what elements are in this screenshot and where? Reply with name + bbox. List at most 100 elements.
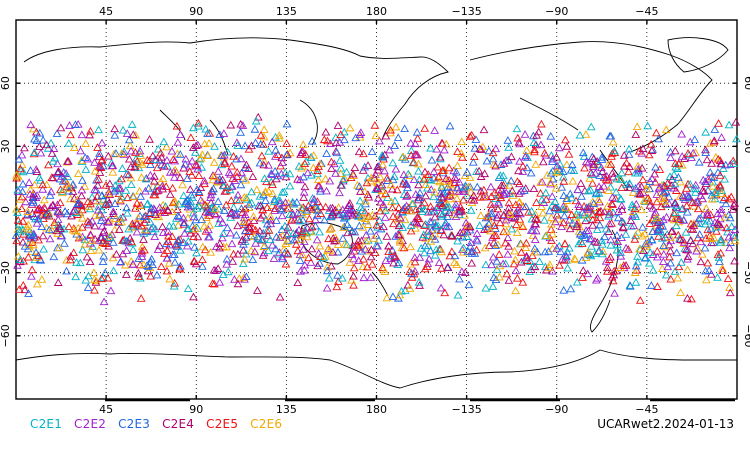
observation-triangle-marker xyxy=(515,179,524,188)
observation-triangle-marker xyxy=(399,243,409,252)
observation-triangle-marker xyxy=(208,175,218,184)
observation-triangle-marker xyxy=(514,208,524,216)
observation-triangle-marker xyxy=(371,241,381,249)
observation-triangle-marker xyxy=(38,135,48,144)
observation-triangle-marker xyxy=(163,205,173,214)
observation-triangle-marker xyxy=(518,161,528,170)
observation-triangle-marker xyxy=(244,223,254,232)
observation-triangle-marker xyxy=(281,198,290,206)
observation-triangle-marker xyxy=(484,219,494,228)
observation-triangle-marker xyxy=(340,174,350,182)
observation-triangle-marker xyxy=(526,168,536,177)
bottom-longitude-label: 90 xyxy=(189,403,203,416)
observation-triangle-marker xyxy=(27,271,36,280)
observation-triangle-marker xyxy=(41,209,51,218)
observation-triangle-marker xyxy=(37,275,47,283)
observation-triangle-marker xyxy=(105,190,115,199)
observation-triangle-marker xyxy=(53,167,63,176)
observation-triangle-marker xyxy=(635,188,645,197)
observation-triangle-marker xyxy=(665,240,674,249)
observation-triangle-marker xyxy=(97,221,107,230)
observation-triangle-marker xyxy=(182,174,192,182)
observation-triangle-marker xyxy=(146,208,155,216)
observation-triangle-marker xyxy=(656,227,665,235)
observation-triangle-marker xyxy=(349,254,358,263)
observation-triangle-marker xyxy=(437,226,446,234)
observation-triangle-marker xyxy=(495,171,505,179)
observation-triangle-marker xyxy=(530,147,539,156)
observation-triangle-marker xyxy=(359,273,369,282)
observation-triangle-marker xyxy=(203,208,213,216)
observation-triangle-marker xyxy=(658,233,667,242)
observation-triangle-marker xyxy=(415,175,424,184)
left-latitude-label: −30 xyxy=(0,261,12,284)
observation-triangle-marker xyxy=(267,201,277,209)
observation-triangle-marker xyxy=(179,219,189,228)
observation-triangle-marker xyxy=(187,170,197,179)
observation-triangle-marker xyxy=(385,145,394,154)
observation-triangle-marker xyxy=(546,220,556,228)
observation-triangle-marker xyxy=(716,248,726,257)
observation-triangle-marker xyxy=(275,292,285,301)
observation-triangle-marker xyxy=(584,186,593,195)
observation-triangle-marker xyxy=(215,214,225,223)
observation-triangle-marker xyxy=(124,135,134,144)
observation-triangle-marker xyxy=(691,148,700,156)
observation-triangle-marker xyxy=(238,245,248,254)
observation-triangle-marker xyxy=(106,286,116,295)
observation-triangle-marker xyxy=(223,147,233,156)
observation-triangle-marker xyxy=(548,229,557,238)
observation-triangle-marker xyxy=(537,177,547,186)
observation-triangle-marker xyxy=(327,164,336,172)
observation-triangle-marker xyxy=(495,272,504,281)
observation-triangle-marker xyxy=(601,174,611,183)
observation-triangle-marker xyxy=(606,160,616,168)
observation-triangle-marker xyxy=(546,168,556,177)
observation-triangle-marker xyxy=(159,206,168,214)
observation-triangle-marker xyxy=(659,241,668,250)
observation-triangle-marker xyxy=(472,236,482,245)
observation-triangle-marker xyxy=(271,244,281,253)
observation-triangle-marker xyxy=(487,209,496,217)
observation-triangle-marker xyxy=(101,180,111,189)
observation-triangle-marker xyxy=(616,251,626,260)
observation-triangle-marker xyxy=(507,224,517,233)
observation-triangle-marker xyxy=(547,157,557,165)
observation-triangle-marker xyxy=(44,209,53,217)
observation-triangle-marker xyxy=(378,152,388,161)
observation-triangle-marker xyxy=(725,288,735,297)
observation-triangle-marker xyxy=(100,268,110,277)
observation-triangle-marker xyxy=(132,219,142,228)
observation-triangle-marker xyxy=(209,158,219,166)
observation-triangle-marker xyxy=(39,203,49,212)
observation-triangle-marker xyxy=(264,146,274,155)
observation-triangle-marker xyxy=(226,120,236,129)
observation-triangle-marker xyxy=(451,212,461,221)
observation-triangle-marker xyxy=(595,220,605,229)
observation-triangle-marker xyxy=(18,217,28,225)
observation-triangle-marker xyxy=(163,237,173,245)
observation-triangle-marker xyxy=(334,203,343,211)
observation-triangle-marker xyxy=(192,203,202,212)
observation-triangle-marker xyxy=(499,190,509,198)
observation-triangle-marker xyxy=(370,248,380,256)
observation-triangle-marker xyxy=(222,183,232,191)
observation-triangle-marker xyxy=(189,292,198,301)
observation-triangle-marker xyxy=(335,137,345,146)
observation-triangle-marker xyxy=(111,214,121,222)
observation-triangle-marker xyxy=(299,172,308,181)
observation-triangle-marker xyxy=(682,245,691,254)
observation-triangle-marker xyxy=(616,248,625,256)
observation-triangle-marker xyxy=(553,214,563,223)
observation-triangle-marker xyxy=(670,179,680,188)
observation-triangle-marker xyxy=(239,192,249,201)
observation-triangle-marker xyxy=(420,221,429,229)
observation-triangle-marker xyxy=(492,256,502,265)
observation-triangle-marker xyxy=(36,176,45,184)
observation-triangle-marker xyxy=(662,212,671,221)
observation-triangle-marker xyxy=(504,203,514,212)
observation-triangle-marker xyxy=(617,205,627,214)
observation-triangle-marker xyxy=(576,179,586,187)
observation-triangle-marker xyxy=(309,195,319,203)
observation-triangle-marker xyxy=(168,155,178,163)
